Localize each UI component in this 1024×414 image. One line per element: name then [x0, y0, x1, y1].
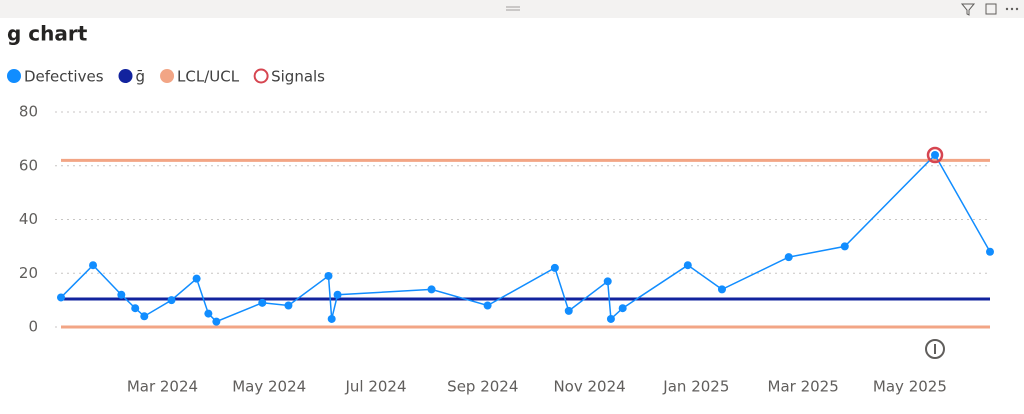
data-point — [717, 285, 726, 294]
data-point — [564, 306, 573, 315]
x-tick-label: May 2025 — [873, 378, 947, 396]
data-point — [89, 261, 98, 270]
legend-marker — [253, 68, 269, 84]
data-point — [212, 317, 221, 326]
legend-label: LCL/UCL — [177, 68, 240, 86]
data-point — [618, 304, 627, 313]
data-point — [483, 301, 492, 310]
legend-marker — [118, 69, 133, 83]
y-tick-label: 80 — [19, 103, 38, 121]
y-tick-label: 0 — [28, 318, 38, 336]
data-point — [57, 293, 65, 302]
data-point — [284, 301, 293, 310]
legend-label: Defectives — [24, 68, 104, 86]
data-point — [327, 314, 336, 323]
x-tick-label: Mar 2025 — [768, 378, 839, 396]
data-point — [131, 304, 140, 313]
legend-label: ḡ — [136, 68, 146, 86]
x-tick-label: Sep 2024 — [447, 378, 518, 396]
plot-area: 0 20 40 60 80 Mar 2024 May 2024 Jul 2024 Sep 202… — [19, 103, 994, 396]
data-point — [840, 242, 849, 251]
data-point — [333, 290, 342, 299]
data-point — [606, 314, 615, 323]
data-point — [167, 296, 176, 305]
y-tick-label: 20 — [19, 264, 38, 282]
legend: Defectives ḡ LCL/UCL Signals — [7, 68, 325, 86]
data-point — [427, 285, 436, 294]
data-point — [603, 277, 612, 286]
x-tick-label: Mar 2024 — [127, 378, 198, 396]
data-point — [192, 274, 201, 283]
data-point — [931, 151, 940, 159]
defectives-line — [60, 153, 991, 323]
x-tick-label: Jul 2024 — [344, 378, 406, 396]
legend-marker — [7, 69, 21, 83]
data-point — [204, 309, 213, 318]
data-point — [324, 271, 333, 280]
legend-marker — [160, 69, 175, 83]
x-tick-label: Jan 2025 — [662, 378, 729, 396]
x-tick-label: Nov 2024 — [553, 378, 625, 396]
x-tick-label: May 2024 — [232, 378, 306, 396]
data-point — [683, 261, 692, 270]
signal-marker — [926, 146, 944, 164]
legend-label: Signals — [271, 68, 325, 86]
more-options[interactable] — [1005, 7, 1019, 11]
data-point — [117, 290, 126, 299]
y-tick-label: 40 — [19, 210, 38, 228]
data-point — [258, 298, 267, 307]
focus-icon[interactable] — [985, 3, 997, 15]
data-point — [784, 253, 793, 262]
data-point — [140, 312, 149, 321]
filter-icon[interactable] — [960, 3, 976, 16]
header-bar — [0, 0, 1024, 18]
chart-title: g chart — [7, 22, 88, 46]
data-point — [550, 263, 559, 272]
data-point — [986, 247, 994, 256]
y-tick-label: 60 — [19, 156, 38, 174]
signal-count-icon — [925, 339, 945, 359]
